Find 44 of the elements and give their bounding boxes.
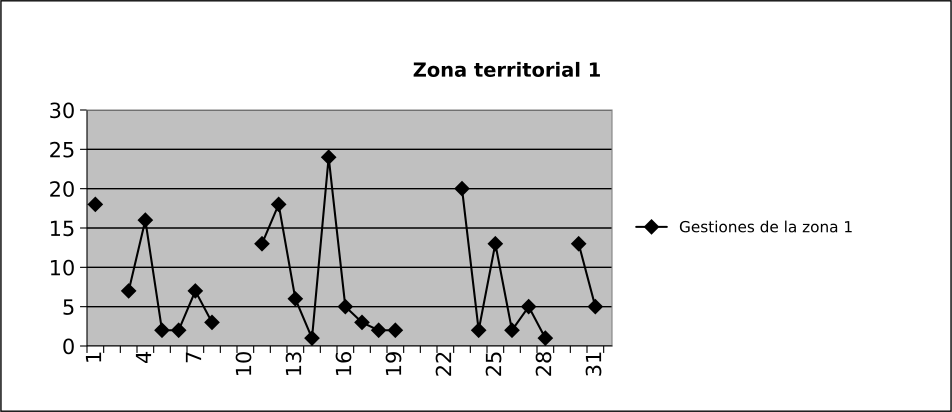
point <box>271 196 286 212</box>
y-tick-label: 30 <box>50 102 74 118</box>
point <box>288 291 303 306</box>
y-tick-label: 15 <box>50 220 74 236</box>
point <box>371 322 386 338</box>
x-tick-label: 13 <box>286 352 302 375</box>
point <box>88 196 103 212</box>
legend-label: Gestiones de la zona 1 <box>680 220 852 232</box>
x-tick-label: 7 <box>186 352 202 362</box>
point <box>254 236 270 252</box>
x-tick-label: 31 <box>586 352 602 376</box>
point <box>338 299 353 314</box>
y-tick-label: 25 <box>50 142 74 158</box>
y-tick-label: 20 <box>50 181 74 197</box>
point <box>388 322 403 338</box>
x-tick-label: 16 <box>336 352 352 375</box>
point <box>471 322 486 338</box>
point <box>138 212 153 228</box>
x-tick-label: 10 <box>236 352 252 375</box>
point <box>538 330 553 346</box>
point <box>304 330 320 346</box>
x-tick-label: 19 <box>386 352 402 375</box>
x-tick-label: 28 <box>536 352 552 376</box>
chart-title: Zona territorial 1 <box>414 62 600 77</box>
y-tick-label: 0 <box>63 338 74 354</box>
x-tick-label: 1 <box>86 352 102 362</box>
x-tick-label: 4 <box>136 352 152 363</box>
y-tick-label: 5 <box>64 299 74 315</box>
y-tick-label: 10 <box>50 260 74 276</box>
point <box>354 314 370 330</box>
point <box>571 236 586 252</box>
point <box>454 181 470 196</box>
x-tick-label: 22 <box>436 352 452 376</box>
point <box>204 314 220 330</box>
point <box>521 299 536 314</box>
point <box>321 150 336 165</box>
point <box>171 322 186 338</box>
point <box>188 283 203 299</box>
point <box>154 322 170 338</box>
x-tick-label: 25 <box>486 352 502 376</box>
point <box>588 299 603 314</box>
point <box>488 236 503 252</box>
point <box>504 322 520 338</box>
point <box>121 283 136 299</box>
